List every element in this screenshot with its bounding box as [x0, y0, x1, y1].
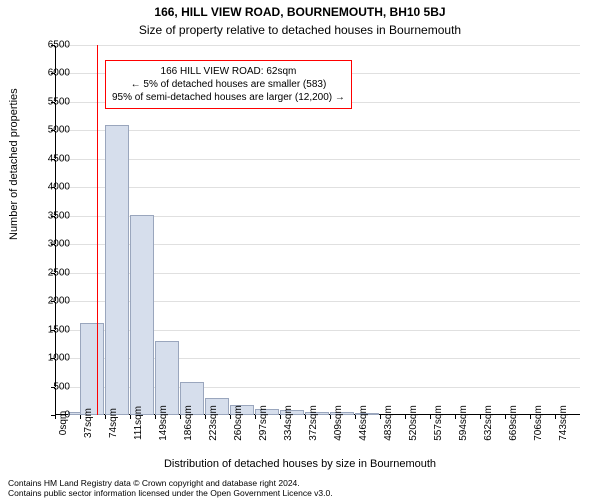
gridline-h	[55, 130, 580, 131]
histogram-bar	[105, 125, 129, 415]
xtick-mark	[255, 415, 256, 419]
xtick-label: 446sqm	[358, 405, 369, 441]
annotation-line-2: ← 5% of detached houses are smaller (583…	[112, 78, 345, 91]
xtick-label: 669sqm	[508, 405, 519, 441]
histogram-bar	[80, 323, 104, 415]
xtick-mark	[305, 415, 306, 419]
histogram-bar	[130, 215, 154, 415]
xtick-label: 74sqm	[108, 408, 119, 438]
xtick-mark	[130, 415, 131, 419]
xtick-mark	[230, 415, 231, 419]
xtick-label: 372sqm	[308, 405, 319, 441]
histogram-bar	[155, 341, 179, 415]
xtick-mark	[480, 415, 481, 419]
xtick-mark	[155, 415, 156, 419]
xtick-label: 409sqm	[333, 405, 344, 441]
xtick-mark	[180, 415, 181, 419]
xtick-label: 111sqm	[133, 406, 144, 440]
xtick-label: 186sqm	[183, 405, 194, 441]
xtick-mark	[430, 415, 431, 419]
xtick-mark	[355, 415, 356, 419]
ytick-label: 2500	[30, 267, 70, 278]
xtick-label: 706sqm	[533, 405, 544, 441]
footer-line-1: Contains HM Land Registry data © Crown c…	[8, 478, 333, 488]
chart-container: 166, HILL VIEW ROAD, BOURNEMOUTH, BH10 5…	[0, 0, 600, 500]
xtick-label: 557sqm	[433, 405, 444, 441]
ytick-label: 5500	[30, 96, 70, 107]
x-axis-label: Distribution of detached houses by size …	[0, 458, 600, 470]
annotation-line-3: 95% of semi-detached houses are larger (…	[112, 91, 345, 104]
xtick-label: 632sqm	[483, 405, 494, 441]
ytick-label: 5000	[30, 125, 70, 136]
annotation-line-1: 166 HILL VIEW ROAD: 62sqm	[112, 65, 345, 78]
xtick-mark	[105, 415, 106, 419]
footer-line-2: Contains public sector information licen…	[8, 488, 333, 498]
ytick-label: 2000	[30, 296, 70, 307]
plot-area: 166 HILL VIEW ROAD: 62sqm← 5% of detache…	[55, 45, 580, 415]
xtick-mark	[555, 415, 556, 419]
xtick-label: 520sqm	[408, 405, 419, 441]
xtick-mark	[280, 415, 281, 419]
subject-marker-line	[97, 45, 99, 415]
ytick-label: 3500	[30, 210, 70, 221]
ytick-label: 1500	[30, 324, 70, 335]
xtick-label: 334sqm	[283, 405, 294, 441]
xtick-mark	[380, 415, 381, 419]
ytick-label: 3000	[30, 239, 70, 250]
xtick-label: 37sqm	[83, 408, 94, 438]
ytick-label: 500	[30, 381, 70, 392]
ytick-label: 6500	[30, 40, 70, 51]
ytick-label: 4500	[30, 153, 70, 164]
xtick-label: 0sqm	[58, 411, 69, 435]
xtick-mark	[205, 415, 206, 419]
xtick-mark	[405, 415, 406, 419]
xtick-mark	[330, 415, 331, 419]
gridline-h	[55, 187, 580, 188]
chart-title-sub: Size of property relative to detached ho…	[0, 23, 600, 37]
gridline-h	[55, 45, 580, 46]
ytick-label: 6000	[30, 68, 70, 79]
xtick-mark	[455, 415, 456, 419]
gridline-h	[55, 159, 580, 160]
ytick-label: 1000	[30, 353, 70, 364]
xtick-mark	[505, 415, 506, 419]
footer-attribution: Contains HM Land Registry data © Crown c…	[8, 478, 333, 498]
xtick-label: 297sqm	[258, 405, 269, 441]
xtick-label: 483sqm	[383, 405, 394, 441]
chart-title-main: 166, HILL VIEW ROAD, BOURNEMOUTH, BH10 5…	[0, 5, 600, 19]
annotation-box: 166 HILL VIEW ROAD: 62sqm← 5% of detache…	[105, 60, 352, 109]
xtick-mark	[80, 415, 81, 419]
xtick-label: 260sqm	[233, 405, 244, 441]
xtick-label: 149sqm	[158, 405, 169, 441]
xtick-label: 594sqm	[458, 405, 469, 441]
y-axis-label: Number of detached properties	[8, 88, 20, 240]
xtick-label: 223sqm	[208, 405, 219, 441]
xtick-mark	[530, 415, 531, 419]
xtick-label: 743sqm	[558, 405, 569, 441]
ytick-label: 4000	[30, 182, 70, 193]
